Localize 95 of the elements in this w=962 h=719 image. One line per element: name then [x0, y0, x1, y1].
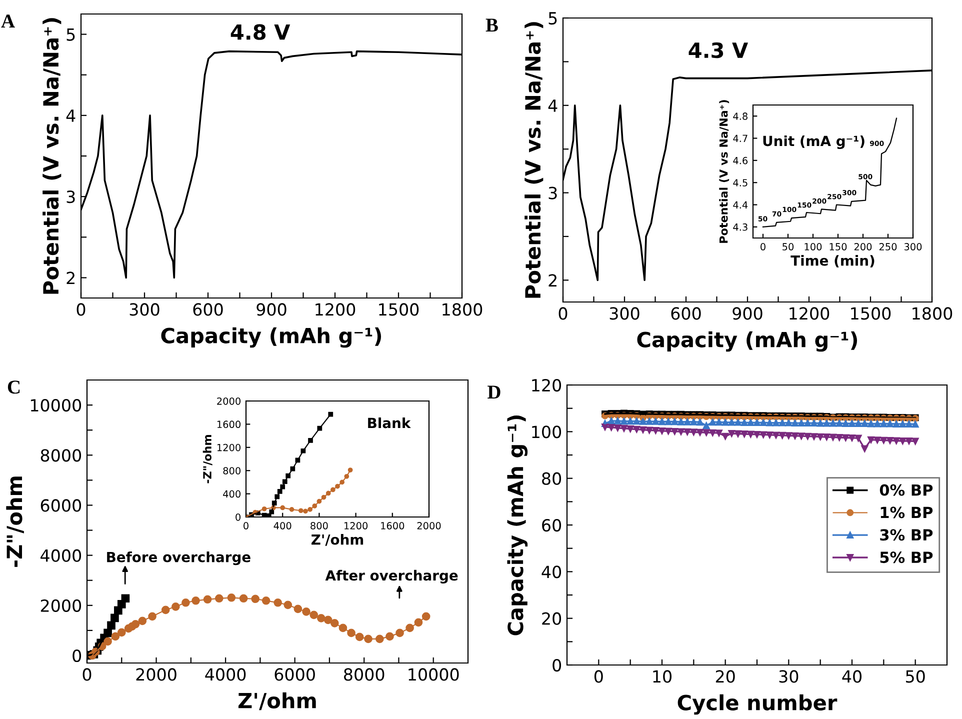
y-tick-label: 0: [72, 649, 82, 662]
y-tick-label: 80: [542, 472, 562, 485]
x-tick-label: 300: [130, 303, 160, 316]
y-tick-label: 3: [548, 186, 557, 200]
y-tick-label: 2: [548, 274, 556, 286]
x-tick-label: 900: [256, 303, 286, 316]
annotation: After overcharge: [325, 570, 458, 584]
x-tick-label: 200: [854, 243, 872, 250]
y-tick-label: 4.3: [733, 223, 748, 231]
y-tick-label: 1600: [217, 420, 240, 428]
y-axis-title: Potential (V vs Na/Na⁺): [719, 100, 730, 243]
y-tick-label: 4000: [40, 549, 82, 562]
y-tick-label: 100: [532, 426, 562, 438]
y-tick-label: 4: [548, 100, 558, 112]
x-tick-label: 1800: [912, 307, 952, 320]
x-tick-label: 900: [732, 307, 762, 320]
x-axis-title: Capacity (mAh g⁻¹): [637, 331, 858, 352]
y-tick-label: 20: [542, 612, 562, 625]
y-axis-title: -Z"/ohm: [202, 435, 212, 484]
y-tick-label: 0: [236, 513, 240, 521]
x-tick-label: 1800: [442, 303, 482, 316]
x-axis-title: Time (min): [790, 255, 874, 268]
y-tick-label: 800: [223, 467, 240, 474]
y-tick-label: 60: [542, 518, 562, 532]
legend-label: 1% BP: [880, 506, 933, 518]
x-tick-label: 600: [193, 303, 223, 316]
y-axis-title: Capacity (mAh g⁻¹): [507, 415, 528, 636]
legend-label: 5% BP: [880, 552, 933, 564]
y-tick-label: 6000: [40, 499, 82, 512]
y-tick-label: 4.5: [733, 179, 748, 186]
x-tick-label: 150: [830, 243, 847, 250]
y-tick-label: 400: [223, 490, 240, 498]
annotation: Blank: [368, 417, 411, 428]
x-tick-label: 1600: [381, 522, 404, 530]
x-tick-label: 50: [906, 670, 925, 683]
x-tick-label: 0: [760, 243, 766, 250]
y-tick-label: 5: [548, 12, 557, 25]
y-tick-label: 10000: [30, 399, 82, 412]
x-tick-label: 2000: [136, 668, 176, 681]
annotation: 4.8 V: [230, 24, 290, 40]
y-tick-label: 120: [532, 378, 562, 392]
x-tick-label: 30: [779, 670, 798, 683]
x-tick-label: 250: [879, 243, 897, 250]
legend-label: 3% BP: [880, 529, 933, 541]
x-axis-title: Z'/ohm: [311, 534, 364, 546]
x-tick-label: 0: [82, 668, 92, 681]
x-axis-title: Capacity (mAh g⁻¹): [161, 327, 382, 348]
y-tick-label: 8000: [40, 449, 82, 462]
x-tick-label: 1200: [344, 522, 368, 530]
x-tick-label: 1200: [790, 307, 830, 320]
x-axis-title: Cycle number: [678, 694, 838, 715]
x-tick-label: 600: [671, 307, 701, 320]
x-tick-label: 40: [842, 670, 862, 683]
y-tick-label: 2000: [217, 397, 240, 405]
x-tick-label: 1200: [316, 303, 356, 316]
x-tick-label: 1500: [379, 303, 419, 316]
x-tick-label: 6000: [274, 668, 315, 681]
y-axis-title: Potential (V vs. Na/Na⁺): [524, 22, 544, 298]
y-tick-label: 2: [66, 272, 74, 284]
legend-label: 0% BP: [880, 484, 933, 496]
annotation: Before overcharge: [107, 552, 250, 566]
y-tick-label: 40: [542, 566, 562, 578]
y-tick-label: 4: [66, 110, 76, 122]
x-tick-label: 20: [716, 670, 735, 683]
y-tick-label: 4.6: [733, 156, 748, 164]
y-tick-label: 1200: [217, 444, 240, 452]
chart-title: B: [486, 18, 498, 32]
x-axis-title: Z'/ohm: [238, 692, 316, 710]
x-tick-label: 1500: [851, 307, 891, 320]
x-tick-label: 300: [904, 243, 922, 250]
x-tick-label: 8000: [344, 668, 384, 681]
y-tick-label: 4.7: [733, 134, 748, 142]
chart-title: C: [8, 380, 20, 394]
x-tick-label: 0: [594, 670, 603, 683]
x-tick-label: 400: [274, 522, 292, 530]
y-tick-label: 0: [552, 658, 562, 672]
chart-title: A: [1, 14, 15, 28]
x-tick-label: 0: [244, 522, 248, 530]
y-tick-label: 5: [66, 28, 75, 41]
x-tick-label: 50: [782, 243, 794, 250]
y-tick-label: 2000: [40, 599, 82, 612]
x-tick-label: 2000: [417, 522, 441, 530]
x-tick-label: 10000: [408, 668, 459, 681]
x-tick-label: 300: [610, 307, 640, 320]
x-tick-label: 100: [804, 243, 822, 250]
chart-title: D: [488, 386, 500, 399]
y-tick-label: 4.8: [733, 112, 748, 120]
annotation: Unit (mA g⁻¹): [763, 135, 864, 150]
y-axis-title: -Z"/ohm: [6, 476, 24, 567]
annotation: 4.3 V: [688, 42, 748, 58]
y-tick-label: 3: [66, 190, 75, 204]
x-tick-label: 10: [653, 670, 672, 683]
y-axis-title: Potential (V vs. Na/Na⁺): [42, 18, 62, 294]
x-tick-label: 800: [310, 522, 328, 530]
y-tick-label: 4.4: [733, 201, 748, 208]
